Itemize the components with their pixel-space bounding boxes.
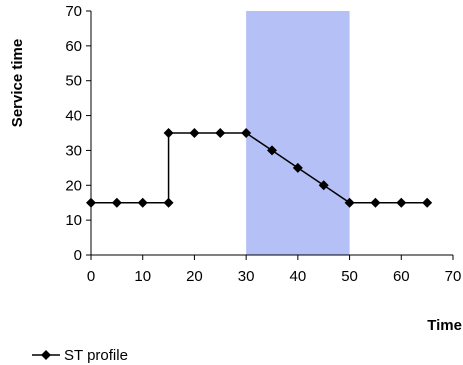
x-tick-label: 60 — [393, 268, 410, 285]
data-point — [137, 197, 148, 208]
legend-label: ST profile — [64, 347, 128, 364]
data-point — [422, 197, 433, 208]
x-tick-label: 30 — [238, 268, 255, 285]
x-tick-label: 0 — [87, 268, 95, 285]
y-tick-label: 10 — [65, 212, 82, 229]
series-layer — [86, 128, 433, 208]
y-tick-label: 30 — [65, 142, 82, 159]
x-tick-label: 10 — [134, 268, 151, 285]
data-point — [189, 128, 200, 138]
data-point — [370, 197, 381, 208]
x-axis-title: Time — [427, 317, 462, 334]
highlight-band — [246, 11, 350, 255]
data-point — [292, 162, 303, 173]
y-tick-label: 40 — [65, 108, 82, 125]
data-point — [241, 128, 252, 138]
x-tick-label: 70 — [445, 268, 462, 285]
y-tick-label: 60 — [65, 38, 82, 55]
data-point — [111, 197, 122, 208]
y-axis-title: Service time — [9, 39, 26, 127]
data-point — [267, 145, 277, 156]
y-tick-label: 50 — [65, 73, 82, 90]
legend: ST profile — [32, 347, 128, 364]
y-tick-label: 20 — [65, 177, 82, 194]
data-point — [344, 197, 355, 208]
x-tick-label: 40 — [290, 268, 307, 285]
data-point — [163, 128, 174, 138]
data-point — [396, 197, 407, 208]
data-point — [163, 197, 174, 208]
data-point — [215, 128, 226, 138]
data-point — [318, 180, 329, 191]
tick-labels: 0 10 20 30 40 50 60 70 0 10 20 30 40 50 60 70 — [65, 3, 461, 285]
y-tick-label: 70 — [65, 3, 82, 20]
y-tick-label: 0 — [74, 247, 82, 264]
data-point — [86, 197, 96, 208]
axes — [86, 10, 454, 260]
x-tick-label: 20 — [186, 268, 203, 285]
x-tick-label: 50 — [341, 268, 358, 285]
legend-diamond-marker — [41, 350, 51, 360]
